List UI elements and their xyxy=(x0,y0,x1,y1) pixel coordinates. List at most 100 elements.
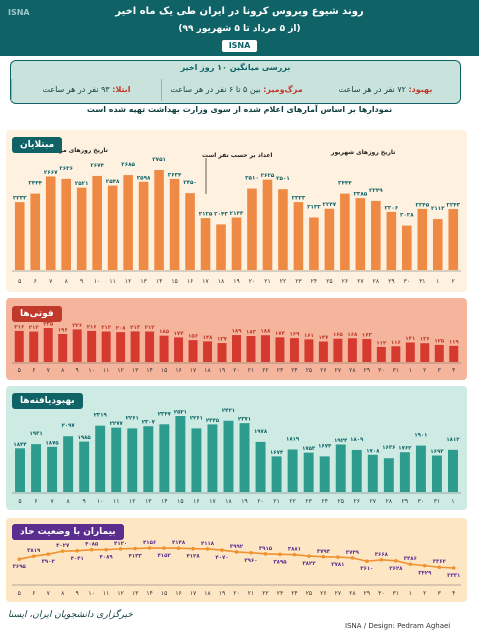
bar xyxy=(420,343,430,362)
tick-label: ۲۲ xyxy=(262,367,268,374)
tick-label: ۱۱ xyxy=(113,498,119,505)
data-point xyxy=(408,562,413,567)
tick-label: ۶ xyxy=(34,498,37,505)
tick-label: ۲۷ xyxy=(335,367,342,374)
page-subtitle: (از ۵ مرداد تا ۵ شهریور ۹۹) xyxy=(178,24,301,34)
data-label: ۱۹۸۵ xyxy=(78,435,92,441)
chart-title-recovered: بهبودیافته‌ها xyxy=(12,393,83,409)
bar xyxy=(232,335,241,362)
data-label: ۱۷۴ xyxy=(275,331,286,337)
tick-label: ۱۸ xyxy=(218,278,225,285)
data-label: ۱۶۷۴ xyxy=(318,443,332,449)
data-label: ۳۶۲۸ xyxy=(389,566,403,572)
bar xyxy=(367,454,378,492)
bar xyxy=(386,211,397,270)
tick-label: ۲۶ xyxy=(320,590,326,597)
tick-label: ۵ xyxy=(18,278,21,285)
data-label: ۲۱۳ xyxy=(130,325,141,331)
bar xyxy=(87,330,97,362)
tick-label: ۲۲ xyxy=(262,590,268,597)
bar xyxy=(448,449,458,492)
tick-label: ۳۱ xyxy=(419,278,425,285)
isna-logo: ISNA xyxy=(222,40,257,52)
tick-label: ۱۱ xyxy=(103,367,109,374)
bar xyxy=(159,335,169,362)
data-label: ۲۳۴۷ xyxy=(158,411,172,417)
tick-label: ۲۹ xyxy=(402,498,408,505)
bar xyxy=(399,452,410,492)
data-point xyxy=(75,548,79,553)
tick-label: ۷ xyxy=(50,498,54,505)
chart-critical: ۳۶۹۵۳۸۱۹۳۹۰۲۴۰۲۷۴۰۴۱۴۰۸۵۴۰۸۹۴۱۲۰۴۱۳۳۴۱۵۶… xyxy=(12,540,470,597)
bar xyxy=(79,441,90,492)
tick-label: ۷ xyxy=(47,367,51,374)
summary-title: بررسی میانگین ۱۰ روز اخیر xyxy=(180,63,291,72)
tick-label: ۱۹ xyxy=(233,278,239,285)
tick-label: ۹ xyxy=(80,278,83,285)
bar xyxy=(448,209,459,270)
tick-label: ۲۴ xyxy=(291,590,297,597)
chart-panel-critical: بیماران با وضعیت حاد ۳۶۹۵ ۳۸۱۹ ۳۹۰۲ ۴۰۲۷ ۴۰۴… xyxy=(6,518,470,602)
data-label: ۳۶۹۵ xyxy=(13,564,27,570)
data-label: ۲۳۴۵ xyxy=(206,418,220,424)
tick-label: ۱۱ xyxy=(103,590,109,597)
tick-label: ۲ xyxy=(452,278,455,285)
tick-label: ۲۰ xyxy=(257,498,263,505)
tick-label: ۶ xyxy=(32,367,35,374)
data-label: ۲۱۱۳ xyxy=(431,206,445,212)
data-point xyxy=(307,554,311,558)
tick-label: ۱۴ xyxy=(146,590,152,597)
tick-label: ۱۸ xyxy=(204,590,211,597)
data-point xyxy=(451,566,456,570)
bar xyxy=(417,208,428,270)
bar xyxy=(47,446,58,492)
data-label: ۲۱۲ xyxy=(29,325,40,331)
data-label: ۱۹۳۱ xyxy=(29,431,42,437)
summary-deaths: مرگ‌ومیر: بین ۵ تا ۶ نفر در هر ساعت xyxy=(161,79,311,101)
data-label: ۲۶۸۵ xyxy=(121,162,135,168)
tick-label: ۱۲ xyxy=(117,367,123,374)
data-label: ۱۹۷۸ xyxy=(254,429,268,435)
data-point xyxy=(133,546,137,551)
summary-row: ابتلا: ۹۳ نفر در هر ساعت مرگ‌ومیر: بین ۵… xyxy=(11,79,460,101)
tick-label: ۲۱ xyxy=(248,367,254,374)
data-label: ۴۱۴۸ xyxy=(172,540,186,546)
data-label: ۲۱۳۳ xyxy=(230,211,244,217)
bar xyxy=(246,335,256,362)
tick-label: ۱۳ xyxy=(145,498,152,505)
data-label: ۲۴۲۱ xyxy=(222,408,235,414)
data-label: ۱۶۱ xyxy=(304,333,314,339)
data-label: ۲۵۰۱ xyxy=(276,176,290,182)
data-label: ۱۵۶ xyxy=(188,334,198,340)
tick-label: ۲۲ xyxy=(289,498,295,505)
tick-label: ۱۵ xyxy=(171,278,177,285)
bar xyxy=(260,335,270,362)
data-label: ۳۸۲۲ xyxy=(302,561,316,567)
tick-label: ۲۸ xyxy=(349,367,356,374)
bar xyxy=(200,218,211,270)
data-label: ۱۶۷۴ xyxy=(270,450,284,456)
data-label: ۴۰۴۱ xyxy=(71,556,84,562)
chart-title-deaths: فوتی‌ها xyxy=(12,306,62,322)
data-label: ۳۸۸۱ xyxy=(288,547,301,553)
data-label: ۲۰۴۳ xyxy=(214,211,228,217)
tick-label: ۳۰ xyxy=(378,590,384,597)
bar xyxy=(415,445,426,492)
tick-label: ۱۲ xyxy=(125,278,131,285)
data-label: ۲۶۳۶ xyxy=(59,166,73,172)
data-point xyxy=(263,552,268,556)
chart-recovered: ۱۸۴۴۱۹۳۱۱۸۷۵۲۰۹۷۱۹۸۵۲۳۱۹۲۲۷۷۲۲۶۱۲۳۰۷۲۳۴۷… xyxy=(12,408,471,505)
data-label: ۱۸۱۹ xyxy=(286,436,300,442)
data-label: ۱۸۵ xyxy=(159,329,170,335)
data-label: ۱۸۸ xyxy=(261,329,272,335)
data-label: ۱۹۲۴ xyxy=(334,438,348,444)
data-point xyxy=(220,548,224,552)
summary-box: بررسی میانگین ۱۰ روز اخیر ابتلا: ۹۳ نفر … xyxy=(10,60,461,104)
data-label: ۴۱۲۸ xyxy=(186,554,200,560)
data-label: ۱۱۲ xyxy=(376,340,387,346)
bar xyxy=(223,420,234,492)
chart-panel-infected: مبتلایان ۲۳۳۳ ۲۴۴۴ ۲۶۶۷ ۲۶۳۶ ۲۵۲۱ ۲۶۷۴ ۲۵۴۸ ۲۶۸… xyxy=(6,130,471,292)
data-label: ۱۲۵ xyxy=(434,338,445,344)
bar xyxy=(101,331,111,362)
data-label: ۲۲۴۷ xyxy=(323,202,337,208)
